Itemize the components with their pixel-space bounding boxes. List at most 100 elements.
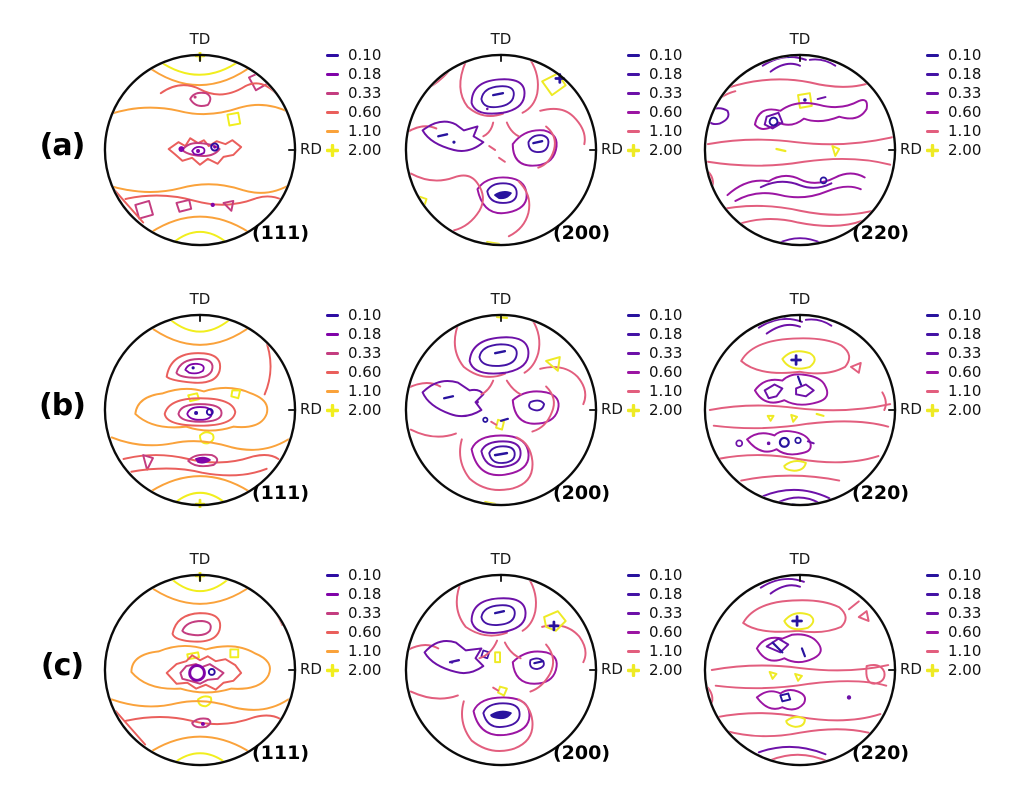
legend-item: 0.10 <box>627 46 682 65</box>
legend-level-label: 2.00 <box>649 661 683 679</box>
legend-dash-icon <box>926 389 939 394</box>
legend-plus-icon <box>326 144 339 157</box>
hkl-label: (111) <box>252 222 310 244</box>
legend-plus-icon <box>926 144 939 157</box>
legend-dash-icon <box>627 630 640 635</box>
legend-item: 0.60 <box>326 363 381 382</box>
legend-level-label: 1.10 <box>948 122 982 140</box>
legend-plus-icon <box>627 144 640 157</box>
legend-level-label: 1.10 <box>649 642 683 660</box>
legend-plus-icon <box>326 404 339 417</box>
rd-axis-label: RD <box>601 140 623 158</box>
legend-level-label: 0.33 <box>348 344 382 362</box>
rd-axis-label: RD <box>300 400 322 418</box>
legend-item: 1.10 <box>326 382 381 401</box>
legend-level-label: 0.33 <box>649 604 683 622</box>
pole-figure-plot-a-200 <box>404 53 598 247</box>
legend-level-label: 0.10 <box>649 46 683 64</box>
legend-level-label: 2.00 <box>348 401 382 419</box>
legend-level-label: 0.18 <box>948 585 982 603</box>
legend-item: 0.33 <box>926 344 981 363</box>
legend-level-label: 0.33 <box>649 84 683 102</box>
contour-legend: 0.10 0.18 0.33 0.60 1.10 2.00 <box>926 46 981 160</box>
legend-level-label: 0.18 <box>948 65 982 83</box>
legend-item: 0.10 <box>627 566 682 585</box>
legend-dash-icon <box>926 630 939 635</box>
legend-level-label: 2.00 <box>348 661 382 679</box>
contour-legend: 0.10 0.18 0.33 0.60 1.10 2.00 <box>627 566 682 680</box>
legend-dash-icon <box>326 313 339 318</box>
legend-dash-icon <box>926 592 939 597</box>
legend-item: 0.10 <box>326 46 381 65</box>
legend-dash-icon <box>926 573 939 578</box>
legend-level-label: 0.10 <box>348 566 382 584</box>
legend-level-label: 2.00 <box>948 141 982 159</box>
rd-axis-label: RD <box>601 660 623 678</box>
legend-dash-icon <box>326 573 339 578</box>
legend-item: 0.60 <box>627 363 682 382</box>
hkl-label: (200) <box>553 742 611 764</box>
legend-level-label: 0.60 <box>348 363 382 381</box>
legend-dash-icon <box>326 72 339 77</box>
legend-item: 0.33 <box>326 344 381 363</box>
legend-level-label: 0.18 <box>948 325 982 343</box>
legend-level-label: 1.10 <box>948 642 982 660</box>
legend-level-label: 1.10 <box>948 382 982 400</box>
legend-item: 1.10 <box>926 122 981 141</box>
legend-dash-icon <box>926 91 939 96</box>
legend-dash-icon <box>627 129 640 134</box>
legend-item: 0.18 <box>627 65 682 84</box>
legend-dash-icon <box>326 110 339 115</box>
legend-dash-icon <box>926 351 939 356</box>
legend-item: 0.10 <box>926 46 981 65</box>
legend-item: 0.10 <box>926 566 981 585</box>
td-axis-label: TD <box>789 550 811 568</box>
contour-legend: 0.10 0.18 0.33 0.60 1.10 2.00 <box>326 46 381 160</box>
legend-dash-icon <box>627 649 640 654</box>
td-axis-label: TD <box>490 30 512 48</box>
legend-plus-icon <box>627 404 640 417</box>
legend-level-label: 0.18 <box>348 65 382 83</box>
legend-dash-icon <box>627 351 640 356</box>
legend-level-label: 1.10 <box>348 642 382 660</box>
legend-item: 2.00 <box>926 141 981 160</box>
contour-legend: 0.10 0.18 0.33 0.60 1.10 2.00 <box>926 306 981 420</box>
legend-item: 0.60 <box>326 103 381 122</box>
legend-dash-icon <box>627 370 640 375</box>
legend-item: 0.33 <box>926 604 981 623</box>
legend-item: 1.10 <box>326 122 381 141</box>
legend-level-label: 0.33 <box>348 604 382 622</box>
legend-item: 0.10 <box>627 306 682 325</box>
legend-dash-icon <box>326 630 339 635</box>
legend-item: 0.18 <box>627 585 682 604</box>
legend-level-label: 0.60 <box>948 623 982 641</box>
legend-item: 0.60 <box>627 623 682 642</box>
legend-level-label: 0.10 <box>948 306 982 324</box>
hkl-label: (111) <box>252 482 310 504</box>
legend-dash-icon <box>326 53 339 58</box>
legend-level-label: 1.10 <box>649 122 683 140</box>
legend-dash-icon <box>926 649 939 654</box>
hkl-label: (220) <box>852 742 910 764</box>
legend-level-label: 0.10 <box>348 306 382 324</box>
legend-level-label: 0.33 <box>948 604 982 622</box>
rd-axis-label: RD <box>900 400 922 418</box>
legend-level-label: 0.60 <box>948 363 982 381</box>
pole-figure-plot-b-220 <box>703 313 897 507</box>
legend-item: 0.18 <box>926 585 981 604</box>
td-axis-label: TD <box>490 550 512 568</box>
legend-level-label: 2.00 <box>649 141 683 159</box>
legend-dash-icon <box>627 592 640 597</box>
legend-level-label: 0.10 <box>649 306 683 324</box>
legend-item: 0.60 <box>627 103 682 122</box>
legend-level-label: 0.10 <box>348 46 382 64</box>
legend-level-label: 1.10 <box>348 122 382 140</box>
legend-item: 2.00 <box>326 141 381 160</box>
legend-level-label: 2.00 <box>348 141 382 159</box>
legend-dash-icon <box>326 649 339 654</box>
contour-legend: 0.10 0.18 0.33 0.60 1.10 2.00 <box>627 306 682 420</box>
legend-item: 0.60 <box>926 363 981 382</box>
legend-dash-icon <box>926 110 939 115</box>
td-axis-label: TD <box>789 30 811 48</box>
pole-figure-plot-a-220 <box>703 53 897 247</box>
